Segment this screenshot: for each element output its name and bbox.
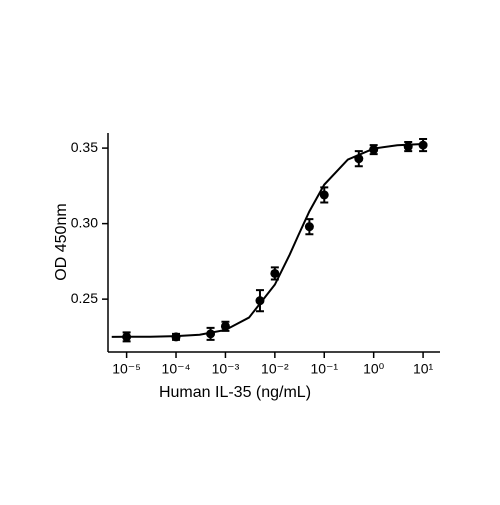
x-tick-label: 10⁻⁵ — [112, 361, 141, 377]
data-point — [319, 190, 329, 200]
x-tick-label: 10¹ — [413, 361, 434, 377]
data-point — [403, 142, 413, 152]
x-tick-label: 10⁻⁴ — [162, 361, 191, 377]
y-tick-label: 0.35 — [71, 139, 98, 155]
x-axis-title: Human IL-35 (ng/mL) — [159, 384, 311, 401]
y-tick-label: 0.30 — [71, 214, 98, 230]
x-tick-label: 10⁻¹ — [310, 361, 338, 377]
data-point — [304, 222, 314, 232]
data-point — [418, 140, 428, 150]
data-point — [255, 296, 265, 306]
y-tick-label: 0.25 — [71, 290, 98, 306]
data-point — [270, 268, 280, 278]
x-tick-label: 10⁻² — [261, 361, 289, 377]
fit-curve — [111, 143, 424, 338]
x-tick-label: 10⁻³ — [212, 361, 240, 377]
x-tick-label: 10⁰ — [363, 361, 385, 377]
y-axis-title: OD 450nm — [53, 203, 70, 280]
